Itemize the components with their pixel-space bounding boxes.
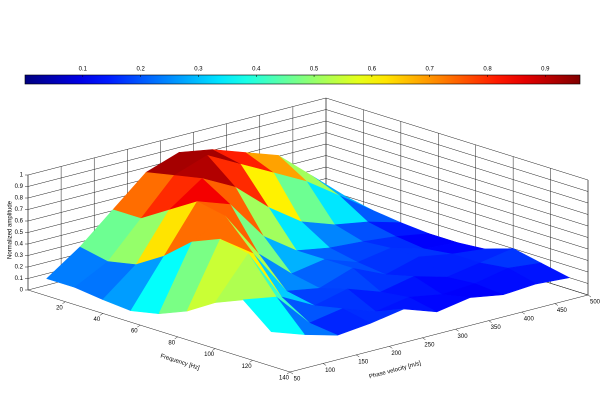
y-tick <box>286 371 291 375</box>
y-tick <box>62 301 66 304</box>
colorbar-tick-label: 0.5 <box>310 67 319 73</box>
y-tick-label: 20 <box>56 305 63 311</box>
z-tick-label: 0.9 <box>15 184 24 190</box>
grid-line <box>325 143 589 227</box>
z-tick-label: 0.3 <box>15 253 24 259</box>
x-tick-label: 400 <box>524 317 535 323</box>
x-tick <box>455 329 459 332</box>
x-tick <box>389 346 393 349</box>
x-axis-label: Phase velocity [m/s] <box>369 361 422 381</box>
x-tick <box>521 311 525 315</box>
x-tick-label: 100 <box>325 368 336 374</box>
x-tick <box>356 354 360 358</box>
grid-line <box>325 97 589 181</box>
y-tick-label: 40 <box>94 317 101 323</box>
colorbar-tick-label: 0.4 <box>252 67 261 73</box>
surface-patch <box>242 296 305 335</box>
axis-edge <box>289 294 589 373</box>
grid-line <box>325 166 589 250</box>
x-tick <box>422 337 426 340</box>
x-tick-label: 450 <box>557 308 568 314</box>
colorbar-tick-label: 0.8 <box>483 67 492 73</box>
colorbar-tick-label: 0.6 <box>368 67 377 73</box>
colorbar-tick-label: 0.1 <box>79 67 88 73</box>
y-tick <box>174 336 178 340</box>
y-tick <box>212 348 216 351</box>
colorbar <box>24 74 581 85</box>
grid-line <box>325 120 589 204</box>
y-axis-label: Frequency [Hz] <box>160 353 201 371</box>
x-tick-label: 50 <box>294 377 301 383</box>
z-tick-label: 0.8 <box>15 196 24 202</box>
z-axis-label: Normalized amplitude <box>8 200 14 259</box>
x-tick <box>322 363 327 366</box>
z-tick-label: 1 <box>20 173 24 179</box>
y-tick <box>137 324 141 328</box>
grid-line <box>325 132 589 215</box>
colorbar-tick-label: 0.2 <box>136 67 145 73</box>
x-tick-label: 300 <box>458 334 469 340</box>
y-tick <box>99 313 103 316</box>
z-tick-label: 0.7 <box>15 207 24 213</box>
z-tick-label: 0.2 <box>15 265 24 271</box>
z-tick-label: 0.4 <box>15 242 24 248</box>
x-tick-label: 200 <box>391 351 402 357</box>
y-tick-label: 80 <box>168 340 175 346</box>
grid-line <box>325 109 589 192</box>
colorbar-tick-label: 0.3 <box>194 67 203 73</box>
x-tick-label: 350 <box>491 325 502 331</box>
grid-line <box>27 97 327 176</box>
x-tick <box>554 303 559 306</box>
colorbar-tick-label: 0.7 <box>426 67 435 73</box>
y-tick-label: 100 <box>204 352 215 358</box>
z-tick-label: 0.1 <box>15 276 24 282</box>
z-tick-label: 0.6 <box>15 219 24 225</box>
grid-line <box>325 155 589 238</box>
grid-line <box>325 178 589 261</box>
x-tick <box>289 371 294 375</box>
x-tick-label: 150 <box>358 359 369 365</box>
y-tick-label: 60 <box>131 329 138 335</box>
z-tick-label: 0 <box>20 288 24 294</box>
colorbar-tick-label: 0.9 <box>541 67 550 73</box>
x-tick <box>587 294 592 298</box>
y-tick-label: 120 <box>242 364 253 370</box>
x-tick <box>488 320 492 323</box>
y-tick-label: 140 <box>279 376 290 382</box>
grid-line <box>27 109 327 187</box>
z-tick-label: 0.5 <box>15 230 24 236</box>
x-tick-label: 500 <box>590 300 600 306</box>
grid-line <box>325 189 589 273</box>
axis-edge <box>27 289 291 373</box>
y-tick <box>249 360 253 363</box>
x-tick-label: 250 <box>424 342 435 348</box>
